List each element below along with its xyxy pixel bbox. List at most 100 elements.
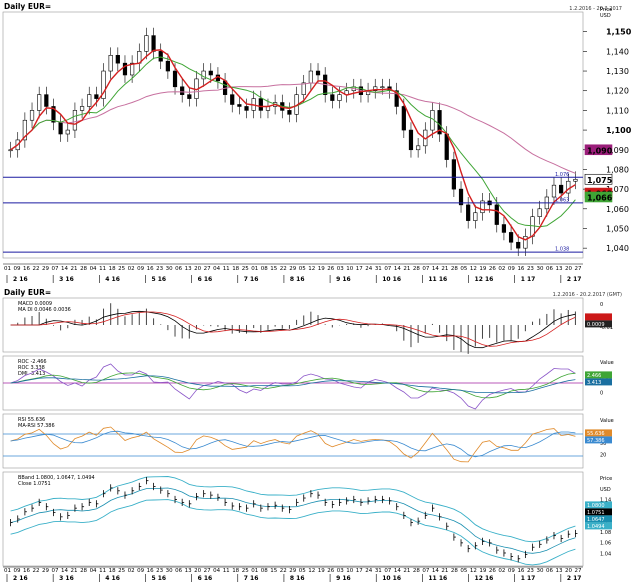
x-day-tick-label: 23 xyxy=(527,266,534,272)
x-day-tick-label: 22 xyxy=(33,568,40,574)
indicator-badge-label: 1.0647 xyxy=(587,517,605,523)
indicator-plot-frame xyxy=(2,297,584,353)
x-day-tick-label: 15 xyxy=(270,568,277,574)
candle-up xyxy=(101,70,106,99)
x-day-tick-label: 30 xyxy=(166,266,173,272)
x-day-tick-label: 08 xyxy=(261,568,268,574)
indicator-date-range: 1.2.2016 - 20.2.2017 (GMT) xyxy=(552,292,622,298)
indicator-plot-frame xyxy=(2,413,584,469)
x-day-tick-label: 28 xyxy=(451,266,458,272)
candle-down xyxy=(58,121,63,135)
indicator-y-tick-label: 1.06 xyxy=(600,541,611,547)
candle-up xyxy=(144,35,149,52)
x-month-label: 2 17 xyxy=(567,575,582,582)
indicator-y-tick-label: 1.04 xyxy=(600,551,611,557)
x-day-tick-label: 25 xyxy=(242,266,249,272)
candle-down xyxy=(401,106,406,131)
candle-down xyxy=(394,90,399,107)
x-day-tick-label: 20 xyxy=(194,266,201,272)
x-day-tick-label: 25 xyxy=(118,568,125,574)
candle-up xyxy=(301,82,306,95)
x-day-tick-label: 16 xyxy=(517,266,524,272)
x-day-tick-label: 14 xyxy=(394,568,401,574)
price-y-tick-label: 1,040 xyxy=(606,244,629,253)
candle-down xyxy=(237,104,242,107)
x-day-tick-label: 20 xyxy=(194,568,201,574)
indicator-y-tick-label: Value xyxy=(600,418,614,424)
indicator-badge-label: 3.413 xyxy=(587,380,601,386)
x-day-tick-label: 18 xyxy=(109,266,116,272)
x-day-tick-label: 12 xyxy=(470,568,477,574)
indicator-badge xyxy=(585,508,612,516)
x-day-tick-label: 28 xyxy=(80,568,87,574)
x-day-tick-label: 26 xyxy=(489,568,496,574)
x-day-tick-label: 16 xyxy=(517,568,524,574)
indicator-badge xyxy=(585,522,612,530)
candle-down xyxy=(494,204,499,225)
candle-down xyxy=(51,106,56,123)
candle-down xyxy=(315,70,321,76)
x-day-tick-label: 26 xyxy=(327,266,334,272)
x-day-tick-label: 01 xyxy=(4,266,11,272)
roc-line xyxy=(10,363,576,410)
x-day-tick-label: 06 xyxy=(546,266,553,272)
x-day-tick-label: 23 xyxy=(156,568,163,574)
indicator-y-tick-label: 0 xyxy=(600,302,603,308)
candle-up xyxy=(130,62,135,76)
x-month-label: 2 16 xyxy=(13,575,28,582)
price-y-tick-label: 1,110 xyxy=(606,106,629,115)
price-plot-frame xyxy=(2,11,584,259)
candle-up xyxy=(537,208,542,217)
price-y-tick-label: 1,140 xyxy=(606,47,629,56)
support-resistance-label: 1.038 xyxy=(555,247,569,253)
candle-down xyxy=(151,35,156,52)
x-day-tick-label: 27 xyxy=(574,568,581,574)
x-day-tick-label: 20 xyxy=(565,568,572,574)
x-day-tick-label: 31 xyxy=(375,266,382,272)
x-day-tick-label: 13 xyxy=(555,568,562,574)
x-day-tick-label: 16 xyxy=(147,266,154,272)
x-day-tick-label: 28 xyxy=(413,568,420,574)
candle-down xyxy=(451,159,456,190)
candle-down xyxy=(508,232,514,243)
indicator-legend: MACD 0.0009 xyxy=(18,301,52,307)
x-month-label: 8 16 xyxy=(290,575,305,582)
candle-down xyxy=(258,98,263,111)
x-day-tick-label: 17 xyxy=(356,266,363,272)
indicator-badge-label: 1.0494 xyxy=(587,524,605,530)
price-y-tick-label: 1,130 xyxy=(606,67,629,76)
x-day-tick-label: 29 xyxy=(42,266,49,272)
macd-signal-line xyxy=(10,311,576,347)
x-day-tick-label: 30 xyxy=(536,568,543,574)
x-day-tick-label: 24 xyxy=(365,568,372,574)
candle-up xyxy=(87,94,92,107)
x-month-label: 12 16 xyxy=(475,276,494,283)
indicator-legend: DMI -3.413 xyxy=(18,371,45,377)
candle-up xyxy=(551,184,557,198)
x-day-tick-label: 14 xyxy=(394,266,401,272)
x-day-tick-label: 15 xyxy=(270,266,277,272)
x-day-tick-label: 10 xyxy=(346,266,353,272)
x-day-tick-label: 17 xyxy=(356,568,363,574)
x-axis: 01 09 16 22 29 07 14 21 28 04 11 18 25 02 09 16 23 30 06 13… xyxy=(3,263,583,582)
x-day-tick-label: 31 xyxy=(375,568,382,574)
x-day-tick-label: 12 xyxy=(308,568,315,574)
candle-down xyxy=(501,224,507,233)
x-day-tick-label: 02 xyxy=(128,266,135,272)
x-day-tick-label: 21 xyxy=(403,568,410,574)
x-month-label: 3 16 xyxy=(59,575,74,582)
x-day-tick-label: 18 xyxy=(232,568,239,574)
x-day-tick-label: 09 xyxy=(14,266,21,272)
candle-down xyxy=(208,70,213,76)
indicator-y-tick-label: 20 xyxy=(600,453,606,459)
indicator-badge xyxy=(585,378,612,386)
x-day-tick-label: 01 xyxy=(251,266,258,272)
price-axis-label: Price xyxy=(600,7,612,13)
bollinger-middle-band xyxy=(10,487,576,554)
x-month-label: 4 16 xyxy=(105,575,120,582)
x-month-label: 8 16 xyxy=(290,276,305,283)
indicator-badge-label: 55.636 xyxy=(587,431,605,437)
candle-down xyxy=(230,94,235,105)
indicator-badge-label: 1.0751 xyxy=(587,510,605,516)
x-day-tick-label: 05 xyxy=(460,266,467,272)
